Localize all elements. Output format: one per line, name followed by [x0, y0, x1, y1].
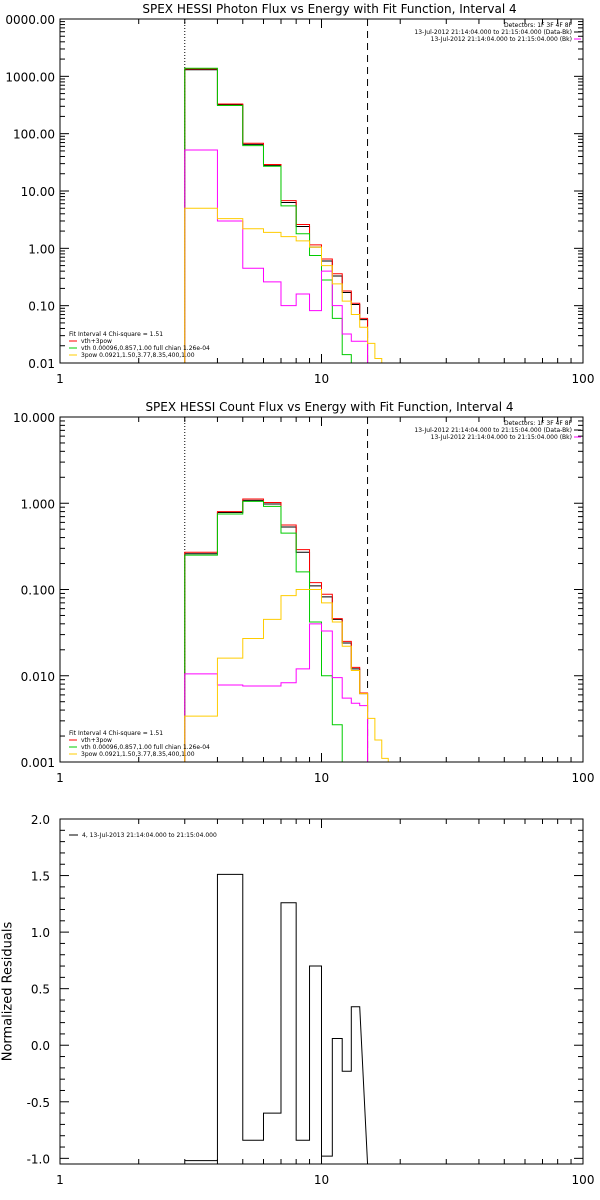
- y-tick-label: 10.00: [21, 185, 55, 199]
- x-tick-label: 10: [314, 372, 329, 386]
- x-tick-label: 10: [314, 1173, 329, 1187]
- legend-bottom-left-item: Fit Interval 4 Chi-square = 1.51: [69, 730, 163, 737]
- chart-title: SPEX HESSI Photon Flux vs Energy with Fi…: [142, 2, 516, 16]
- series-line-1: [184, 68, 369, 363]
- legend-top-right-item: Detectors: 1F 3F 4F 8F: [504, 420, 573, 427]
- series-line-4: [184, 589, 389, 762]
- legend-top-right-item: 13-Jul-2012 21:14:04.000 to 21:15:04.000…: [414, 29, 572, 36]
- series-line-3: [184, 149, 369, 363]
- series-line-2: [184, 67, 352, 363]
- x-tick-label: 1: [56, 1173, 64, 1187]
- legend-bottom-left-item: vth 0.00096,0.857,1.00 full chian 1.26e-…: [81, 345, 210, 352]
- series-line-3: [184, 623, 369, 762]
- y-tick-label: -1.0: [27, 1152, 50, 1166]
- series-group: [184, 498, 389, 762]
- y-tick-label: 1.5: [31, 870, 50, 884]
- y-tick-label: 0.01: [28, 357, 55, 371]
- series-line-0: [184, 873, 369, 1164]
- y-axis-label: Normalized Residuals: [1, 922, 16, 1062]
- plot-frame: [59, 416, 584, 763]
- y-tick-label: 0.100: [21, 584, 55, 598]
- y-tick-label: 10.000: [13, 411, 55, 425]
- y-ticks: [60, 818, 583, 1159]
- y-tick-label: 1000.00: [5, 70, 55, 84]
- count-flux-panel: SPEX HESSI Count Flux vs Energy with Fit…: [13, 400, 595, 785]
- legend-bottom-left-item: vth+3pow: [81, 737, 112, 744]
- plot-frame: [59, 18, 584, 364]
- legend-item: 4, 13-Jul-2013 21:14:04.000 to 21:15:04.…: [82, 832, 217, 839]
- y-ticks: [60, 416, 583, 763]
- y-tick-label: 0000.00: [5, 13, 55, 27]
- y-tick-label: 2.0: [31, 813, 50, 827]
- series-line-0: [184, 69, 369, 363]
- legend-bottom-left-item: vth 0.00096,0.857,1.00 full chian 1.26e-…: [81, 744, 210, 751]
- series-line-2: [184, 500, 343, 762]
- y-tick-label: 0.10: [28, 300, 55, 314]
- legend-top-right-item: Detectors: 1F 3F 4F 8F: [504, 22, 573, 29]
- y-tick-label: -0.5: [27, 1096, 50, 1110]
- y-tick-label: 0.001: [21, 756, 55, 770]
- y-tick-label: 100.00: [13, 128, 55, 142]
- x-ticks: [59, 417, 584, 762]
- legend-top-right-item: 13-Jul-2012 21:14:04.000 to 21:15:04.000…: [414, 427, 572, 434]
- x-tick-label: 100: [572, 771, 595, 785]
- x-tick-label: 100: [572, 1173, 595, 1187]
- x-tick-label: 1: [56, 372, 64, 386]
- x-tick-label: 1: [56, 771, 64, 785]
- plot-frame: [59, 818, 584, 1165]
- legend-bottom-left-item: Fit Interval 4 Chi-square = 1.51: [69, 331, 163, 338]
- y-tick-label: 0.010: [21, 670, 55, 684]
- y-ticks: [60, 18, 583, 364]
- x-ticks: [59, 19, 584, 363]
- legend-bottom-left-item: vth+3pow: [81, 338, 112, 345]
- y-tick-label: 0.5: [31, 983, 50, 997]
- y-tick-label: 1.00: [28, 242, 55, 256]
- legend-bottom-left-item: 3pow 0.0921,1.50,3.77,8.35,400,1.00: [81, 352, 195, 359]
- y-tick-label: 1.0: [31, 926, 50, 940]
- legend-top-right-item: 13-Jul-2012 21:14:04.000 to 21:15:04.000…: [431, 36, 572, 43]
- photon-flux-panel: SPEX HESSI Photon Flux vs Energy with Fi…: [5, 2, 594, 386]
- x-tick-label: 10: [314, 771, 329, 785]
- series-group: [184, 67, 383, 363]
- series-group: [184, 873, 369, 1164]
- series-line-4: [184, 207, 383, 363]
- x-tick-label: 100: [572, 372, 595, 386]
- legend-bottom-left-item: 3pow 0.0921,1.50,3.77,8.35,400,1.00: [81, 751, 195, 758]
- y-tick-label: 0.0: [31, 1039, 50, 1053]
- y-tick-label: 1.000: [21, 497, 55, 511]
- legend-top-right-item: 13-Jul-2012 21:14:04.000 to 21:15:04.000…: [431, 434, 572, 441]
- residuals-panel: 1 10 100 2.0 1.5 1.0 0.5 0.0 -0.5 -1.0 Normalized …: [1, 813, 595, 1187]
- chart-title: SPEX HESSI Count Flux vs Energy with Fit…: [145, 400, 513, 414]
